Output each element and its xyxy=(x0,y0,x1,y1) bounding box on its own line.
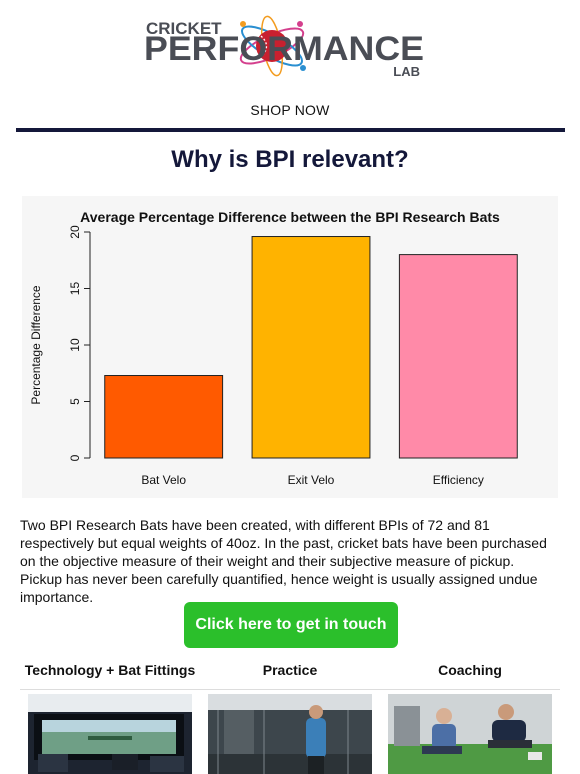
nets-photo-icon[interactable] xyxy=(208,694,372,774)
y-tick-label: 15 xyxy=(68,282,82,296)
x-category-label: Bat Velo xyxy=(141,473,186,487)
bar xyxy=(251,236,371,459)
brand-logo[interactable]: CRICKET PERFORMANCE LAB xyxy=(0,10,580,80)
y-tick-label: 5 xyxy=(68,398,82,405)
columns-divider xyxy=(20,689,560,690)
y-axis-label: Percentage Difference xyxy=(29,285,43,405)
bar xyxy=(104,375,224,459)
chart-title: Average Percentage Difference between th… xyxy=(80,209,500,225)
bpi-bar-chart: Average Percentage Difference between th… xyxy=(22,196,558,498)
bpi-description: Two BPI Research Bats have been created,… xyxy=(20,517,547,605)
logo-graphic: CRICKET PERFORMANCE LAB xyxy=(144,15,424,79)
column-title-technology[interactable]: Technology + Bat Fittings xyxy=(24,662,196,678)
x-category-label: Efficiency xyxy=(433,473,484,487)
get-in-touch-button[interactable]: Click here to get in touch xyxy=(184,602,398,648)
bar xyxy=(398,254,518,459)
logo-orbit-icon xyxy=(239,15,306,77)
y-tick-label: 10 xyxy=(68,338,82,352)
column-title-practice[interactable]: Practice xyxy=(262,662,318,678)
x-category-label: Exit Velo xyxy=(288,473,335,487)
header-divider xyxy=(16,128,565,132)
y-tick-label: 20 xyxy=(68,225,82,239)
logo-word-cricket: CRICKET xyxy=(146,19,222,38)
simulator-photo-icon[interactable] xyxy=(28,694,192,774)
chart-canvas: Average Percentage Difference between th… xyxy=(29,209,518,487)
logo-word-performance: PERFORMANCE xyxy=(144,30,424,68)
coaching-photo-icon[interactable] xyxy=(388,694,552,774)
page-headline: Why is BPI relevant? xyxy=(171,146,409,173)
y-tick-label: 0 xyxy=(68,454,82,461)
column-title-coaching[interactable]: Coaching xyxy=(438,662,502,678)
logo-word-lab: LAB xyxy=(393,64,420,79)
shop-now-link[interactable]: SHOP NOW xyxy=(250,102,330,118)
